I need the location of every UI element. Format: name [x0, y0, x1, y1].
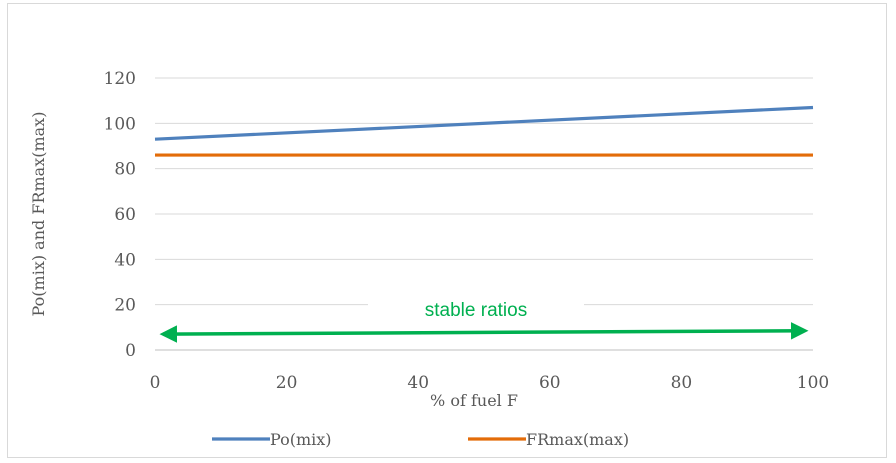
double-arrow [159, 322, 809, 343]
y-tick-label-120: 120 [104, 69, 136, 89]
annotation-label: stable ratios [425, 300, 527, 321]
x-tick-label-20: 20 [276, 373, 298, 393]
x-tick-label-0: 0 [150, 373, 161, 393]
x-tick-label-80: 80 [671, 373, 693, 393]
x-tick-label-60: 60 [539, 373, 561, 393]
y-tick-label-20: 20 [114, 296, 136, 316]
legend: Po(mix) FRmax(max) [212, 430, 629, 449]
legend-label-1: Po(mix) [270, 430, 332, 449]
y-axis-title: Po(mix) and FRmax(max) [29, 112, 48, 317]
y-tick-label-0: 0 [125, 341, 136, 361]
tick-labels: 0 20 40 60 80 100 120 0 20 40 60 80 100 [104, 69, 830, 393]
annotation: stable ratios [159, 295, 809, 343]
y-tick-label-60: 60 [114, 205, 136, 225]
x-tick-label-40: 40 [407, 373, 429, 393]
y-tick-label-40: 40 [114, 250, 136, 270]
x-axis-title: % of fuel F [430, 391, 518, 410]
series-line-1 [154, 105, 814, 141]
y-tick-label-80: 80 [114, 160, 136, 180]
y-tick-label-100: 100 [104, 114, 136, 134]
legend-label-2: FRmax(max) [526, 430, 629, 449]
chart-container [7, 3, 887, 458]
x-tick-label-100: 100 [797, 373, 829, 393]
series-lines [154, 105, 814, 157]
annotation-label-bg [368, 295, 584, 323]
